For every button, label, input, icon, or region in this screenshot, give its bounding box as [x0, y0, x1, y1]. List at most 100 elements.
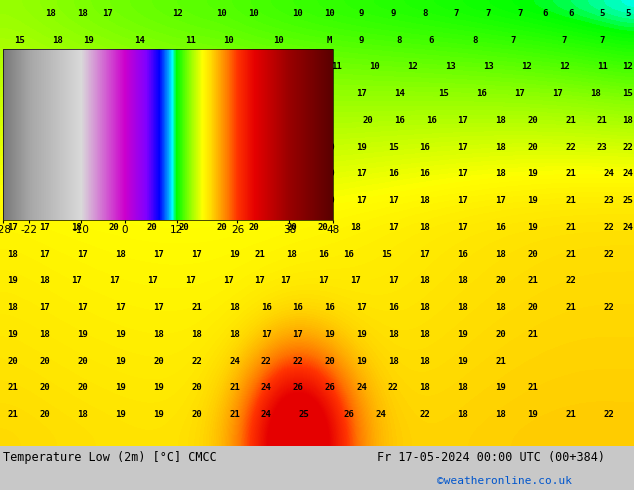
- Text: 24: 24: [623, 223, 633, 232]
- Text: 18: 18: [8, 250, 18, 259]
- Text: 15: 15: [236, 89, 246, 98]
- Text: 15: 15: [382, 250, 392, 259]
- Text: 21: 21: [566, 410, 576, 419]
- Text: 17: 17: [153, 250, 164, 259]
- Text: 20: 20: [147, 223, 157, 232]
- Text: 16: 16: [388, 303, 398, 312]
- Text: 19: 19: [527, 196, 538, 205]
- Text: 19: 19: [356, 357, 366, 366]
- Text: 20: 20: [160, 170, 170, 178]
- Text: 20: 20: [217, 223, 227, 232]
- Text: 20: 20: [122, 116, 132, 125]
- Text: 17: 17: [388, 196, 398, 205]
- Text: 15: 15: [388, 143, 398, 151]
- Text: 20: 20: [325, 357, 335, 366]
- Text: 20: 20: [160, 143, 170, 151]
- Text: 22: 22: [420, 410, 430, 419]
- Text: 17: 17: [255, 276, 265, 285]
- Text: 20: 20: [230, 196, 240, 205]
- Text: 19: 19: [14, 89, 24, 98]
- Text: 17: 17: [515, 89, 525, 98]
- Text: 17: 17: [458, 196, 468, 205]
- Text: 20: 20: [39, 410, 49, 419]
- Text: 9: 9: [359, 9, 364, 18]
- Text: 17: 17: [553, 89, 563, 98]
- Text: 17: 17: [356, 303, 366, 312]
- Text: 18: 18: [458, 276, 468, 285]
- Text: 10: 10: [369, 62, 379, 72]
- Text: 19: 19: [8, 276, 18, 285]
- Text: 12: 12: [521, 62, 531, 72]
- Text: 19: 19: [8, 170, 18, 178]
- Text: 20: 20: [198, 143, 208, 151]
- Text: 21: 21: [293, 116, 303, 125]
- Text: 7: 7: [562, 36, 567, 45]
- Text: 20: 20: [122, 143, 132, 151]
- Text: 21: 21: [230, 384, 240, 392]
- Text: 16: 16: [388, 170, 398, 178]
- Text: 18: 18: [77, 9, 87, 18]
- Text: 20: 20: [527, 116, 538, 125]
- Text: 20: 20: [249, 223, 259, 232]
- Text: 16: 16: [261, 303, 271, 312]
- Text: 24: 24: [356, 384, 366, 392]
- Text: 11: 11: [255, 62, 265, 72]
- Text: 18: 18: [52, 36, 62, 45]
- Text: 24: 24: [375, 410, 385, 419]
- Text: 18: 18: [458, 303, 468, 312]
- Text: 8: 8: [397, 36, 402, 45]
- Text: 22: 22: [566, 276, 576, 285]
- Text: 20: 20: [268, 143, 278, 151]
- Text: 20: 20: [496, 330, 506, 339]
- Text: 20: 20: [191, 410, 202, 419]
- Text: 17: 17: [458, 143, 468, 151]
- Text: 18: 18: [77, 410, 87, 419]
- Text: 11: 11: [185, 36, 195, 45]
- Text: 20: 20: [179, 223, 189, 232]
- Text: 20: 20: [527, 303, 538, 312]
- Text: 18: 18: [623, 116, 633, 125]
- Text: 19: 19: [84, 36, 94, 45]
- Text: 18: 18: [496, 250, 506, 259]
- Text: 18: 18: [420, 384, 430, 392]
- Text: 9: 9: [391, 9, 396, 18]
- Text: 7: 7: [511, 36, 516, 45]
- Text: 19: 19: [84, 116, 94, 125]
- Text: 16: 16: [394, 116, 404, 125]
- Text: 17: 17: [420, 250, 430, 259]
- Text: 20: 20: [325, 196, 335, 205]
- Text: 11: 11: [293, 62, 303, 72]
- Text: 20: 20: [39, 384, 49, 392]
- Text: 17: 17: [280, 276, 290, 285]
- Text: 18: 18: [420, 223, 430, 232]
- Text: 17: 17: [261, 330, 271, 339]
- Text: 23: 23: [597, 143, 607, 151]
- Text: 14: 14: [134, 36, 145, 45]
- Text: 17: 17: [458, 223, 468, 232]
- Text: 17: 17: [153, 303, 164, 312]
- Text: 21: 21: [566, 250, 576, 259]
- Text: 16: 16: [420, 170, 430, 178]
- Text: 10: 10: [325, 9, 335, 18]
- Text: 17: 17: [356, 89, 366, 98]
- Text: 18: 18: [420, 303, 430, 312]
- Text: 16: 16: [293, 303, 303, 312]
- Text: 10: 10: [217, 9, 227, 18]
- Text: 26: 26: [293, 384, 303, 392]
- Text: 17: 17: [198, 89, 208, 98]
- Text: 17: 17: [147, 276, 157, 285]
- Text: 18: 18: [388, 330, 398, 339]
- Text: 21: 21: [255, 250, 265, 259]
- Text: 22: 22: [261, 357, 271, 366]
- Text: 15: 15: [14, 36, 24, 45]
- Text: 17: 17: [458, 170, 468, 178]
- Text: 19: 19: [230, 250, 240, 259]
- Text: 14: 14: [394, 89, 404, 98]
- Text: Fr 17-05-2024 00:00 UTC (00+384): Fr 17-05-2024 00:00 UTC (00+384): [377, 451, 605, 464]
- Text: 19: 19: [52, 89, 62, 98]
- Text: 21: 21: [566, 303, 576, 312]
- Text: 20: 20: [115, 196, 126, 205]
- Text: 13: 13: [483, 62, 493, 72]
- Text: 20: 20: [527, 250, 538, 259]
- Text: 19: 19: [356, 330, 366, 339]
